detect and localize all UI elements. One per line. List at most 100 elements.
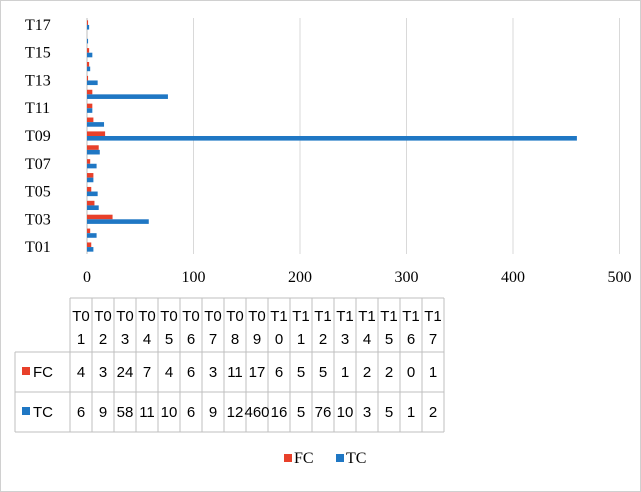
bar-tc-t14: [87, 66, 91, 72]
table-header-top-6: T0: [182, 308, 200, 325]
table-header-top-4: T0: [138, 308, 156, 325]
table-header-top-9: T0: [248, 308, 266, 325]
table-cell-fc-9: 17: [249, 364, 266, 381]
axis-labels: T01 T03 T05 T07 T09 T11 T13 T15 T17 0 100 200 300 400…: [25, 17, 632, 286]
table-header-top-15: T1: [380, 308, 398, 325]
bar-tc-t01: [87, 247, 94, 252]
table-cell-tc-15: 5: [385, 404, 393, 421]
table-header-bottom-7: 7: [209, 331, 217, 348]
y-tick-label-t09: T09: [25, 128, 51, 145]
table-header-top-7: T0: [204, 308, 222, 325]
table-cell-fc-3: 24: [117, 364, 134, 381]
table-header-bottom-8: 8: [231, 331, 239, 348]
table-cell-tc-5: 10: [161, 404, 178, 421]
bar-fc-t11: [87, 103, 93, 109]
table-cell-tc-2: 9: [99, 404, 107, 421]
bar-fc-t12: [87, 89, 93, 95]
table-header-top-14: T1: [358, 308, 376, 325]
legend: FC TC: [284, 450, 366, 467]
y-tick-label-t17: T17: [25, 17, 51, 34]
table-header-bottom-14: 4: [363, 331, 371, 348]
table-cell-tc-13: 10: [337, 404, 354, 421]
bar-fc-t13: [87, 75, 89, 81]
table-cell-fc-6: 6: [187, 364, 195, 381]
bar-tc-t10: [87, 122, 105, 127]
table-header-bottom-3: 3: [121, 331, 129, 348]
y-tick-label-t03: T03: [25, 211, 51, 228]
bar-tc-t07: [87, 163, 97, 169]
table-header-bottom-1: 1: [77, 331, 85, 348]
table-cell-tc-16: 1: [407, 404, 415, 421]
x-tick-label-300: 300: [395, 269, 419, 286]
bar-fc-t08: [87, 145, 99, 150]
table-header-top-17: T1: [424, 308, 442, 325]
table-header-bottom-15: 5: [385, 331, 393, 348]
table-header-top-12: T1: [314, 308, 332, 325]
bar-fc-t17: [87, 20, 89, 25]
table-cell-tc-11: 5: [297, 404, 305, 421]
bar-tc-t13: [87, 80, 98, 86]
bar-tc-t09: [87, 136, 577, 141]
table-header-bottom-9: 9: [253, 331, 261, 348]
bar-fc-t04: [87, 200, 95, 206]
table-header-top-11: T1: [292, 308, 310, 325]
legend-swatch-fc: [284, 454, 292, 462]
x-tick-label-400: 400: [501, 269, 525, 286]
table-header-top-16: T1: [402, 308, 420, 325]
table-header-bottom-12: 2: [319, 331, 327, 348]
x-tick-label-0: 0: [83, 269, 91, 286]
bar-tc-t02: [87, 233, 97, 238]
bar-fc-t01: [87, 242, 92, 248]
table-cell-fc-8: 11: [227, 364, 243, 381]
table-header-bottom-6: 6: [187, 331, 195, 348]
table-cell-tc-14: 3: [363, 404, 371, 421]
y-tick-label-t15: T15: [25, 45, 51, 62]
table-cell-fc-11: 5: [297, 364, 305, 381]
table-header-top-3: T0: [116, 308, 134, 325]
y-tick-label-t13: T13: [25, 72, 51, 89]
table-row-label-fc: FC: [33, 364, 53, 381]
table-cell-tc-7: 9: [209, 404, 217, 421]
table-cell-tc-8: 12: [227, 404, 244, 421]
bar-fc-t10: [87, 117, 94, 123]
table-cell-fc-10: 6: [275, 364, 283, 381]
table-cell-tc-12: 76: [315, 404, 332, 421]
bar-fc-t02: [87, 228, 91, 234]
table-cell-fc-17: 1: [429, 364, 437, 381]
table-cell-fc-2: 3: [99, 364, 107, 381]
table-cell-tc-10: 16: [271, 404, 288, 421]
bar-fc-t06: [87, 173, 94, 178]
bar-fc-t09: [87, 131, 106, 136]
table-row-label-tc: TC: [33, 404, 53, 421]
bar-tc-t15: [87, 52, 93, 58]
data-table: T0 T0 T0 T0 T0 T0 T0 T0 T0 T1 T1 T1 T1 T1 T1 T1 T11 2 3 4 5 6…: [14, 297, 445, 433]
bar-tc-t04: [87, 205, 99, 211]
table-cell-tc-3: 58: [117, 404, 134, 421]
table-cell-fc-12: 5: [319, 364, 327, 381]
bar-marks: [87, 20, 577, 252]
table-cell-tc-9: 460: [244, 404, 269, 421]
table-header-bottom-10: 0: [275, 331, 283, 348]
table-cell-tc-4: 11: [139, 404, 155, 421]
x-tick-label-100: 100: [182, 269, 206, 286]
bar-tc-t08: [87, 149, 100, 155]
table-cell-fc-14: 2: [363, 364, 371, 381]
table-cell-tc-17: 2: [429, 404, 437, 421]
y-tick-label-t07: T07: [25, 156, 51, 173]
table-header-bottom-4: 4: [143, 331, 151, 348]
table-cell-tc-1: 6: [77, 404, 85, 421]
table-cell-fc-1: 4: [77, 364, 85, 381]
table-header-top-5: T0: [160, 308, 178, 325]
y-tick-label-t01: T01: [25, 239, 51, 256]
x-tick-label-200: 200: [288, 269, 312, 286]
legend-swatch-tc: [336, 454, 344, 462]
table-cell-fc-5: 4: [165, 364, 173, 381]
table-header-bottom-13: 3: [341, 331, 349, 348]
table-header-bottom-11: 1: [297, 331, 305, 348]
table-cell-fc-13: 1: [341, 364, 349, 381]
bar-fc-t07: [87, 159, 91, 164]
y-tick-label-t11: T11: [25, 100, 50, 117]
table-header-bottom-17: 7: [429, 331, 437, 348]
